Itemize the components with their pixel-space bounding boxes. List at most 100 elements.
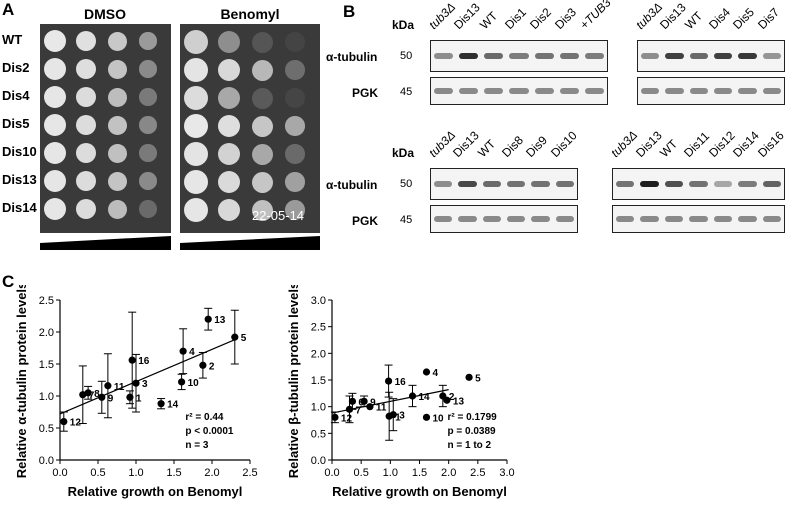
tubulin-band (433, 181, 453, 187)
y-tick-label: 2.0 (39, 327, 54, 339)
point-label: 4 (189, 347, 195, 358)
yeast-spot (75, 170, 97, 192)
pgk-band (762, 216, 782, 222)
pgk-band (584, 88, 604, 94)
yeast-spot (251, 171, 273, 193)
kda-45: 45 (400, 86, 413, 98)
pgk-band (640, 216, 659, 222)
point-label: 13 (214, 315, 226, 326)
tubulin-band (506, 181, 526, 187)
yeast-spot (184, 86, 208, 110)
alpha-tubulin-blot (612, 168, 785, 200)
point-label: 13 (453, 396, 465, 407)
point-label: 12 (70, 418, 82, 429)
yeast-spot (139, 144, 157, 162)
lane-label: Dis1 (501, 5, 529, 33)
yeast-spot (251, 59, 273, 81)
beta-tubulin-scatter-chart: 0.0 0.5 1.0 1.5 2.0 2.5 3.0 0.0 0.5 1.0 1.5 2.0 2.5 3… (286, 285, 515, 499)
data-point (98, 393, 106, 401)
pgk-band (665, 88, 684, 94)
pgk-band (509, 88, 529, 94)
data-point (84, 389, 92, 397)
tubulin-band (713, 53, 733, 59)
yeast-spot (44, 86, 66, 108)
pgk-band (458, 216, 477, 222)
tubulin-band (713, 181, 733, 187)
x-tick-label: 2.0 (204, 467, 219, 479)
y-axis-label: Relative α-tubulin protein levels (14, 285, 29, 478)
benomyl-dilution-wedge (180, 236, 320, 250)
yeast-spot (139, 60, 157, 78)
kda-header: kDa (392, 146, 415, 160)
pgk-blot (612, 205, 785, 233)
stat-annotation: p < 0.0001 (185, 426, 234, 437)
y-tick-label: 1.5 (39, 359, 54, 371)
pgk-band (559, 88, 579, 94)
tubulin-band (555, 181, 575, 187)
yeast-spot (75, 198, 97, 220)
yeast-spot (139, 32, 157, 50)
y-tick-label: 1.0 (311, 402, 326, 414)
benomyl-plate (180, 24, 320, 233)
data-point (178, 378, 186, 386)
tubulin-band (615, 181, 635, 187)
pgk-band (506, 216, 526, 222)
point-label: 3 (399, 411, 405, 422)
benomyl-header: Benomyl (220, 6, 280, 22)
point-label: 5 (241, 333, 247, 344)
pgk-band (713, 88, 733, 94)
lane-label: Dis5 (730, 5, 758, 33)
point-label: 9 (370, 397, 376, 408)
x-tick-label: 0.5 (90, 467, 105, 479)
alpha-tubulin-blot (430, 40, 608, 72)
tubulin-band (762, 181, 782, 187)
point-label: 1 (136, 393, 142, 404)
data-point (179, 347, 187, 355)
point-label: 10 (433, 413, 445, 424)
dmso-dilution-wedge (40, 236, 171, 250)
pgk-band (738, 88, 757, 94)
lane-label: Dis2 (526, 5, 554, 33)
lane-label: tub3Δ (426, 127, 459, 160)
lane-label: Dis13 (632, 128, 665, 160)
alpha-tubulin-label: α-tubulin (326, 50, 378, 64)
yeast-spot (184, 30, 208, 54)
x-tick-label: 2.5 (242, 467, 257, 479)
tubulin-band (738, 181, 757, 187)
tubulin-band (738, 53, 757, 59)
pgk-band (615, 216, 635, 222)
alpha-tubulin-label: α-tubulin (326, 178, 378, 192)
point-label: 2 (449, 392, 455, 403)
yeast-spot (107, 199, 127, 219)
tubulin-band (458, 181, 477, 187)
yeast-spot (75, 58, 97, 80)
yeast-spot (139, 200, 157, 218)
yeast-spot (184, 58, 208, 82)
data-point (384, 377, 393, 385)
pgk-band (482, 216, 502, 222)
yeast-spot (184, 198, 208, 222)
tubulin-band (531, 181, 550, 187)
pgk-band (689, 88, 709, 94)
tubulin-band (484, 53, 504, 59)
point-label: 7 (89, 391, 95, 402)
pgk-band (531, 216, 550, 222)
kda-header: kDa (392, 18, 415, 32)
lane-label: Dis3 (552, 5, 579, 33)
lane-label: +TUB3 (577, 0, 614, 32)
stat-annotation: n = 1 to 2 (448, 440, 492, 451)
pgk-band (484, 88, 504, 94)
yeast-spot (184, 114, 208, 138)
yeast-spot (285, 172, 305, 192)
point-label: 11 (114, 382, 125, 393)
strain-label: Dis4 (2, 88, 30, 103)
data-point (422, 368, 431, 376)
alpha-tubulin-blot (430, 168, 578, 200)
lane-label: Dis16 (754, 128, 787, 160)
point-label: 14 (419, 392, 431, 403)
strain-label: Dis14 (2, 200, 37, 215)
yeast-spot (251, 115, 273, 137)
strain-label: Dis2 (2, 60, 30, 75)
x-axis-label: Relative growth on Benomyl (68, 484, 243, 499)
y-tick-label: 3.0 (311, 295, 326, 307)
